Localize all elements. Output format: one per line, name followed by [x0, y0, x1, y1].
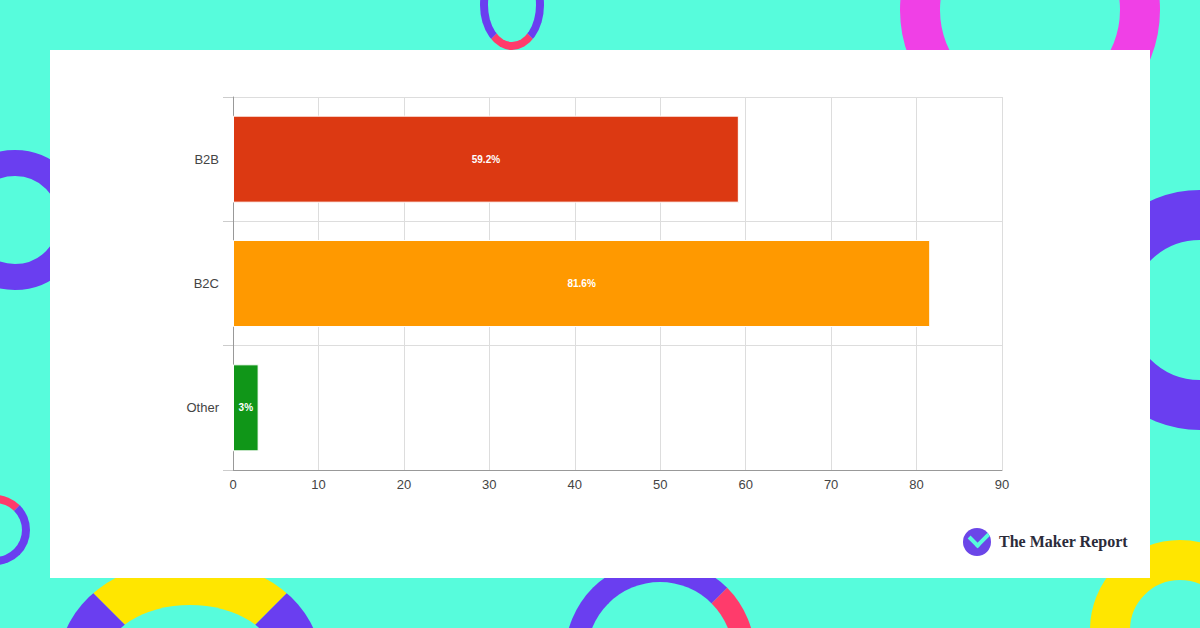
- svg-text:B2C: B2C: [194, 276, 219, 291]
- svg-text:20: 20: [397, 477, 411, 492]
- html-text:The Maker Report: The Maker Report: [999, 533, 1128, 550]
- svg-text:0: 0: [229, 477, 236, 492]
- svg-text:59.2%: 59.2%: [472, 154, 500, 165]
- svg-text:60: 60: [738, 477, 752, 492]
- svg-text:B2B: B2B: [194, 152, 219, 167]
- svg-text:70: 70: [824, 477, 838, 492]
- svg-text:50: 50: [653, 477, 667, 492]
- svg-text:10: 10: [311, 477, 325, 492]
- svg-text:3%: 3%: [239, 402, 254, 413]
- svg-text:90: 90: [995, 477, 1009, 492]
- svg-text:80: 80: [909, 477, 923, 492]
- svg-text:Other: Other: [186, 400, 219, 415]
- svg-text:30: 30: [482, 477, 496, 492]
- svg-text:40: 40: [568, 477, 582, 492]
- svg-text:81.6%: 81.6%: [567, 278, 595, 289]
